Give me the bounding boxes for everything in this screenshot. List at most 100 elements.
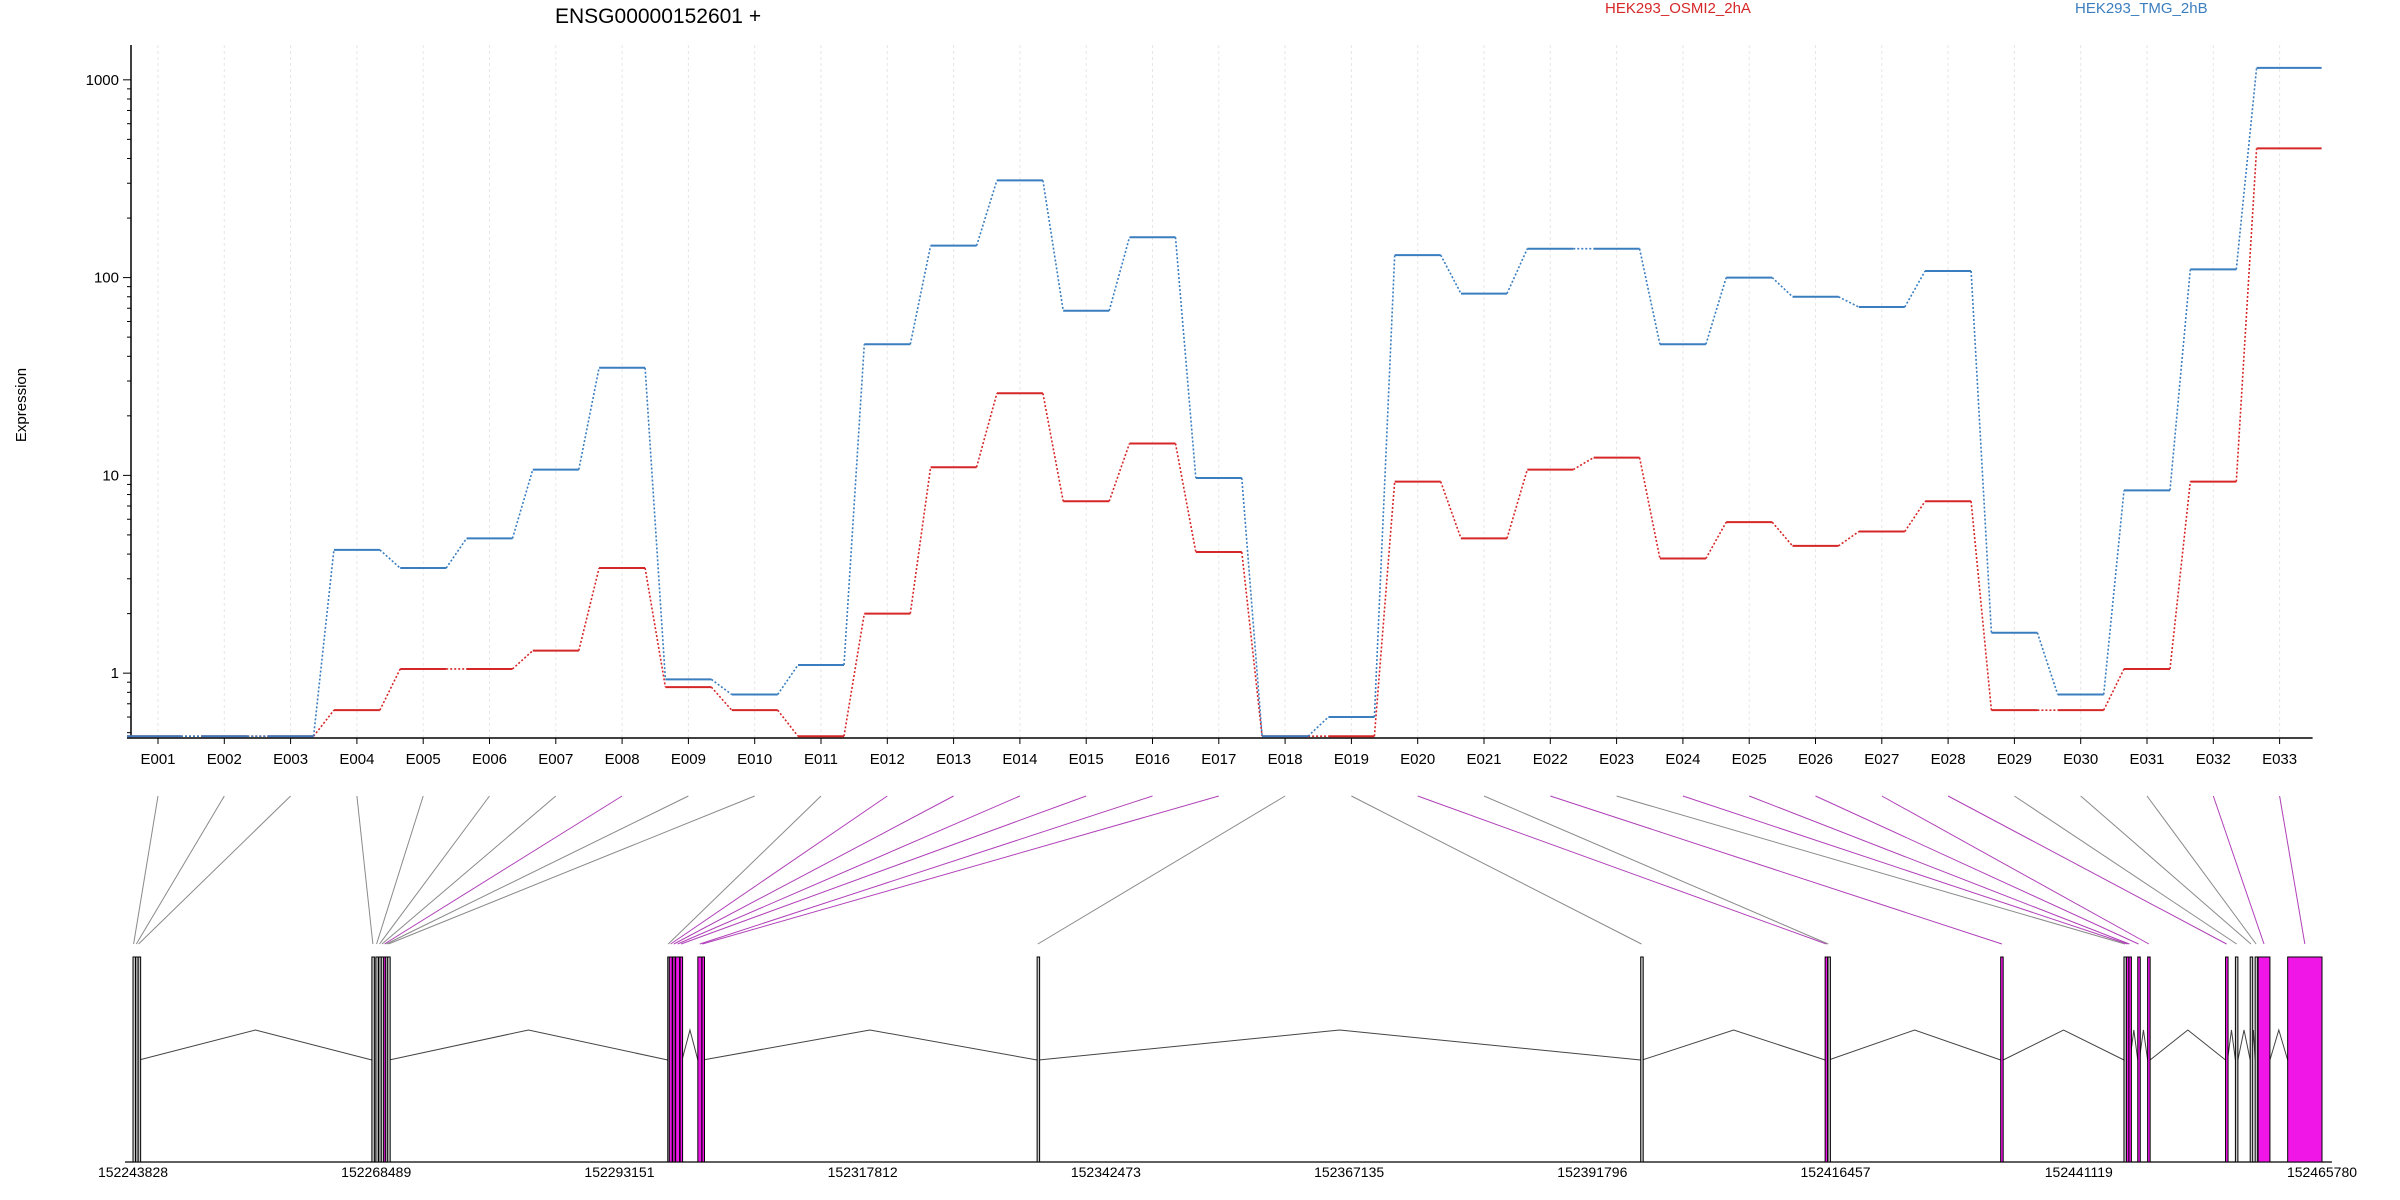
series-transition — [843, 344, 866, 666]
exon-label: E005 — [406, 751, 441, 768]
exon-connector — [1550, 795, 2003, 945]
exon-connector — [677, 795, 1021, 945]
intron-line — [2227, 1029, 2236, 1061]
exon-connector — [1616, 795, 2126, 945]
exon-connector — [1947, 795, 2227, 945]
vertical-grid — [157, 45, 2281, 738]
series-transition — [1439, 254, 1462, 294]
exon-label: E010 — [737, 751, 772, 768]
series-transition — [2235, 67, 2258, 270]
exon-block — [371, 956, 375, 1163]
exon-block — [668, 956, 673, 1163]
exon-label: E007 — [538, 751, 573, 768]
exon-label: E002 — [207, 751, 242, 768]
exon-label: E016 — [1135, 751, 1170, 768]
series-transition — [909, 245, 932, 345]
exon-connector — [379, 795, 490, 945]
exon-block — [2234, 956, 2239, 1163]
exon-label: E030 — [2063, 751, 2098, 768]
axes: 1 10 100 1000 — [86, 45, 2313, 744]
series-transition — [909, 467, 932, 614]
chart-title: ENSG00000152601 + — [555, 5, 761, 28]
exon-connector — [138, 795, 291, 945]
exon-connector — [1351, 795, 1642, 945]
series-transition — [1307, 716, 1329, 737]
exon-label: E009 — [671, 751, 706, 768]
exon-label: E029 — [1997, 751, 2032, 768]
exon-block — [1824, 956, 1829, 1163]
coordinate-label: 152342473 — [1071, 1164, 1141, 1180]
series-transition — [1373, 481, 1396, 737]
series-transition — [312, 709, 335, 737]
exon-block — [701, 956, 705, 1163]
exon-label: E018 — [1268, 751, 1303, 768]
exon-block — [2249, 956, 2254, 1163]
y-tick-label: 1000 — [86, 72, 119, 89]
y-tick-label: 1 — [111, 665, 119, 682]
series-transition — [578, 567, 600, 651]
exon-connector — [2146, 795, 2257, 945]
exon-connector — [673, 795, 954, 945]
exon-connector — [381, 795, 557, 945]
exon-block — [2147, 956, 2151, 1163]
exon-label: E017 — [1201, 751, 1236, 768]
intron-line — [681, 1028, 699, 1061]
series-transition — [578, 367, 600, 470]
exon-label: E013 — [936, 751, 971, 768]
series-transition — [2169, 269, 2192, 491]
series-transition — [1771, 277, 1794, 298]
intron-line — [1828, 1029, 2001, 1061]
series-transition — [975, 393, 998, 468]
exon-connector — [699, 795, 1153, 945]
exon-connectors — [133, 795, 2306, 945]
series-transition — [777, 709, 799, 737]
intron-line — [2237, 1029, 2251, 1061]
exon-block — [137, 956, 142, 1163]
series-transition — [1638, 248, 1661, 345]
series-transition — [1904, 270, 1926, 308]
series-transition — [1572, 456, 1595, 471]
series-transition — [710, 686, 733, 711]
series-lines — [127, 66, 2322, 738]
exon-block — [375, 956, 379, 1163]
series-0 — [127, 147, 2322, 738]
exon-label: E001 — [140, 751, 175, 768]
exon-label: E003 — [273, 751, 308, 768]
series-transition — [1970, 270, 1993, 633]
series-transition — [445, 537, 468, 569]
series-transition — [1042, 393, 1064, 502]
exon-block — [2257, 956, 2271, 1163]
series-transition — [1904, 500, 1926, 532]
intron-line — [1038, 1029, 1641, 1061]
exon-connector — [1682, 795, 2128, 945]
exon-label: E015 — [1069, 751, 1104, 768]
exon-block — [2000, 956, 2004, 1163]
exon-connector — [702, 795, 1219, 945]
exon-block — [675, 956, 681, 1163]
series-transition — [1042, 180, 1064, 311]
legend-entry-tmg: HEK293_TMG_2hB — [2075, 0, 2208, 17]
exon-block — [1640, 956, 1644, 1163]
exon-block — [2137, 956, 2141, 1163]
legend-entry-osmi2: HEK293_OSMI2_2hA — [1605, 0, 1751, 17]
series-transition — [1108, 443, 1131, 502]
series-transition — [1108, 237, 1131, 311]
series-1 — [127, 66, 2322, 738]
series-transition — [2102, 490, 2125, 695]
exon-block — [697, 956, 703, 1163]
exon-connector — [2014, 795, 2237, 945]
coordinate-label: 152243828 — [98, 1164, 168, 1180]
intron-line — [2269, 1028, 2289, 1061]
series-transition — [1838, 530, 1860, 547]
exon-connector — [388, 795, 755, 945]
exon-block — [387, 956, 391, 1163]
series-transition — [2102, 668, 2125, 711]
series-transition — [975, 180, 998, 246]
exon-label: E014 — [1002, 751, 1037, 768]
series-transition — [312, 549, 335, 737]
coordinate-label: 152268489 — [341, 1164, 411, 1180]
exon-block — [2254, 956, 2259, 1163]
exon-label: E032 — [2196, 751, 2231, 768]
series-transition — [644, 567, 667, 688]
series-transition — [1638, 457, 1661, 559]
